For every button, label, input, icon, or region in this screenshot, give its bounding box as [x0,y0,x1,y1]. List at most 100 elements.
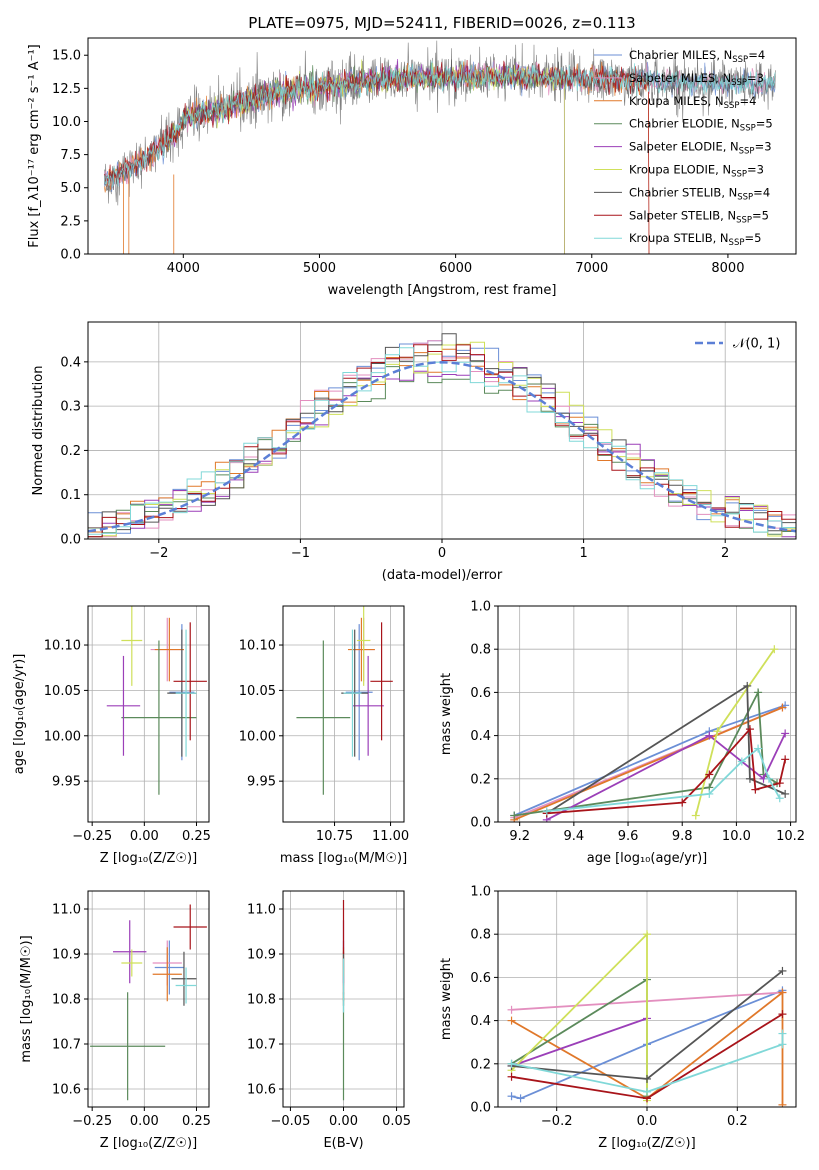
x-tick-label: 0.25 [182,829,211,844]
plot-area [296,606,393,795]
legend-nssp-text: , N [715,163,731,177]
mass-weight-marker [713,727,722,736]
normal-distribution-curve [88,361,796,533]
x-tick-label: 0 [438,546,446,561]
mass-weight-marker [705,731,714,740]
x-tick-label: 10.0 [722,829,751,844]
legend-nssp-eq: = [747,71,757,85]
x-tick-label: 5000 [303,261,336,276]
mass-weight-marker [778,1010,787,1019]
legend-label: Salpeter MILES, NSSP=3 [629,71,764,88]
mass-weight-marker [507,1005,516,1014]
mass-weight-marker [778,703,787,712]
legend-nssp-sub: SSP [737,192,753,202]
spectrum-panel: 4000 5000 6000 7000 8000 0.0 2.5 5.0 7.5 10.0 12.5… [27,37,797,298]
x-axis-label: age [log₁₀(age/yr)] [587,851,708,866]
x-tick-label: 7000 [575,261,608,276]
mass-weight-marker [743,681,752,690]
y-tick-label: 10.10 [239,639,276,654]
y-tick-label: 0.4 [470,1014,491,1029]
y-tick-label: 11.0 [52,903,81,918]
x-tick-label: 11.00 [372,829,409,844]
mass-weight-marker [775,779,784,788]
mass-weight-line [511,1033,784,1093]
y-tick-label: 0.8 [470,643,491,658]
legend-label: Kroupa STELIB, NSSP=5 [629,231,761,248]
age-vs-metallicity-panel: −0.25 0.00 0.25 9.95 10.00 10.05 10.10 Z [log₁₀… [12,605,211,866]
y-tick-label: 9.95 [247,775,276,790]
y-tick-label: 10.00 [44,729,81,744]
y-tick-label: 11.0 [247,903,276,918]
x-axis-label: Z [log₁₀(Z/Z☉)] [598,1136,695,1151]
x-axis-label: E(B-V) [323,1136,363,1151]
legend-series-name: Chabrier MILES [629,48,716,62]
y-tick-label: 10.7 [247,1038,276,1053]
legend-nssp-text: , N [721,185,737,199]
legend-series-name: Salpeter ELODIE [629,140,723,154]
y-tick-label: 0.6 [470,686,491,701]
legend-label: Kroupa ELODIE, NSSP=3 [629,163,764,180]
legend-nssp-value: 4 [758,48,765,62]
mass-weight-marker [678,798,687,807]
y-tick-label: 0.0 [470,816,491,831]
legend-label: Chabrier STELIB, NSSP=4 [629,185,770,202]
x-axis-label: Z [log₁₀(Z/Z☉)] [100,851,197,866]
mass-weight-line [510,932,648,1101]
mass-weight-marker [705,770,714,779]
x-tick-label: 0.00 [329,1114,358,1129]
x-axis-label: mass [log₁₀(M/M☉)] [280,851,407,866]
mass-weight-marker [542,807,551,816]
legend-nssp-text: , N [720,208,736,222]
mass-weight-marker [781,729,790,738]
plot-area [90,904,207,1101]
legend-nssp-eq: = [755,140,765,154]
y-tick-label: 2.5 [60,214,81,229]
y-axis-label: mass weight [439,958,454,1040]
legend-nssp-value: 5 [754,231,761,245]
legend-nssp-value: 5 [762,208,769,222]
legend-nssp-sub: SSP [724,101,740,111]
x-tick-label: 10.75 [316,829,353,844]
x-tick-label: −0.2 [541,1114,573,1129]
y-tick-label: 0.2 [470,772,491,787]
x-tick-label: 9.8 [672,829,693,844]
x-tick-label: 9.2 [509,829,530,844]
legend-nssp-value: 3 [764,140,771,154]
mass-weight-marker [643,1087,651,1096]
y-axis-label: mass [log₁₀(M/M☉)] [19,935,34,1062]
legend-nssp-value: 4 [749,94,756,108]
y-tick-label: 10.6 [52,1083,81,1098]
legend-nssp-value: 3 [757,71,764,85]
y-tick-label: 1.0 [470,600,491,615]
x-tick-label: −0.05 [271,1114,311,1129]
mass-weight-marker [691,811,700,820]
y-tick-label: 1.0 [470,885,491,900]
mass-weight-marker [778,988,787,997]
mass-weight-marker [778,1029,787,1038]
mass-weight-marker [745,725,754,734]
model-spectrum-line [104,59,776,192]
y-tick-label: 9.95 [52,775,81,790]
legend-nssp-value: 3 [757,163,764,177]
legend-nssp-sub: SSP [731,170,747,180]
x-axis-label: wavelength [Angstrom, rest frame] [328,283,557,298]
y-tick-label: 0.0 [60,533,81,548]
mass-weight-line [514,689,778,817]
legend-nssp-value: 4 [763,185,770,199]
legend-label: Salpeter ELODIE, NSSP=3 [629,140,772,157]
mass-weight-marker [764,774,773,783]
x-tick-label: −0.25 [72,1114,112,1129]
legend-nssp-eq: = [756,117,766,131]
residuals-panel: −2 −1 0 1 2 0.0 0.1 0.2 0.3 0.4 (data-model)/error… [31,321,797,583]
y-tick-label: 0.0 [470,1101,491,1116]
model-spectrum-line [103,59,650,254]
mass-weight-marker [643,930,651,939]
x-axis-label: Z [log₁₀(Z/Z☉)] [100,1136,197,1151]
legend-label: Kroupa MILES, NSSP=4 [629,94,756,111]
y-tick-label: 10.9 [247,948,276,963]
mass-weight-marker [778,1040,787,1049]
legend-nssp-text: , N [708,94,724,108]
x-tick-label: 0.00 [130,1114,159,1129]
legend-nssp-eq: = [744,231,754,245]
